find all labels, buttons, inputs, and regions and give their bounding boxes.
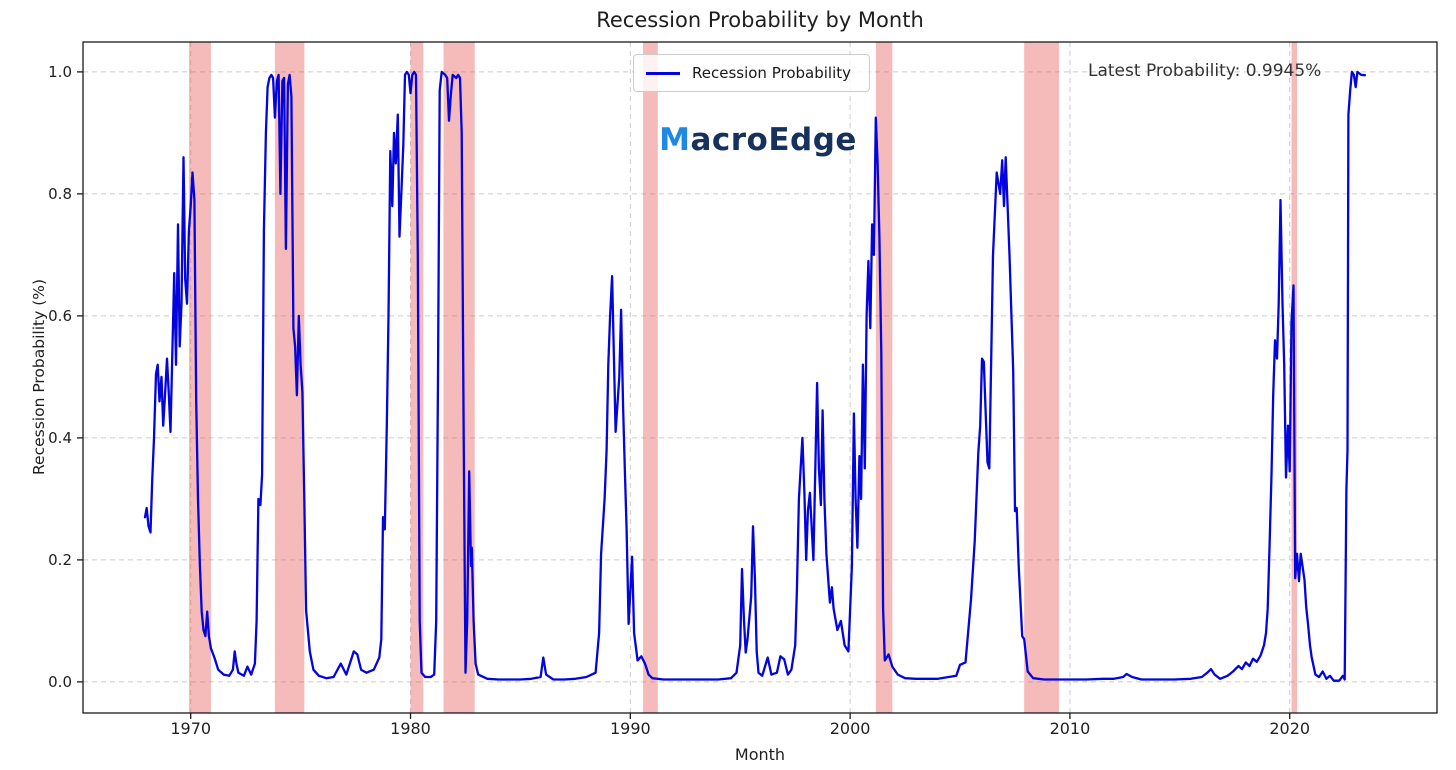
y-tick-label: 0.0 <box>48 672 72 691</box>
x-tick-label: 1980 <box>390 719 431 738</box>
chart-title: Recession Probability by Month <box>596 8 924 32</box>
watermark-rest: acroEdge <box>690 122 857 158</box>
recession-band <box>643 42 658 713</box>
y-tick-label: 0.8 <box>48 184 72 203</box>
x-tick-label: 2000 <box>829 719 871 738</box>
plot-border <box>82 41 1438 714</box>
y-tick-label: 0.4 <box>48 428 72 447</box>
legend-line-swatch-icon <box>646 71 680 75</box>
x-tick-label: 2010 <box>1049 719 1091 738</box>
latest-probability-annotation: Latest Probability: 0.9945% <box>1088 61 1322 81</box>
x-tick-label: 1990 <box>609 719 651 738</box>
x-tick-label: 2020 <box>1269 719 1311 738</box>
recession-probability-line <box>143 70 1367 682</box>
y-tick-label: 0.2 <box>48 550 72 569</box>
watermark-prefix: M <box>659 122 691 158</box>
y-tick-label: 1.0 <box>48 62 72 81</box>
recession-band <box>443 42 475 713</box>
x-axis-label: Month <box>734 745 786 764</box>
recession-band <box>1024 42 1059 713</box>
legend-label: Recession Probability <box>692 64 851 82</box>
recession-band <box>875 42 893 713</box>
legend: Recession Probability <box>633 54 870 92</box>
y-axis-label: Recession Probability (%) <box>30 278 48 476</box>
x-tick-label: 1970 <box>170 719 212 738</box>
macroedge-watermark: MacroEdge <box>659 122 857 158</box>
y-tick-label: 0.6 <box>48 306 72 325</box>
